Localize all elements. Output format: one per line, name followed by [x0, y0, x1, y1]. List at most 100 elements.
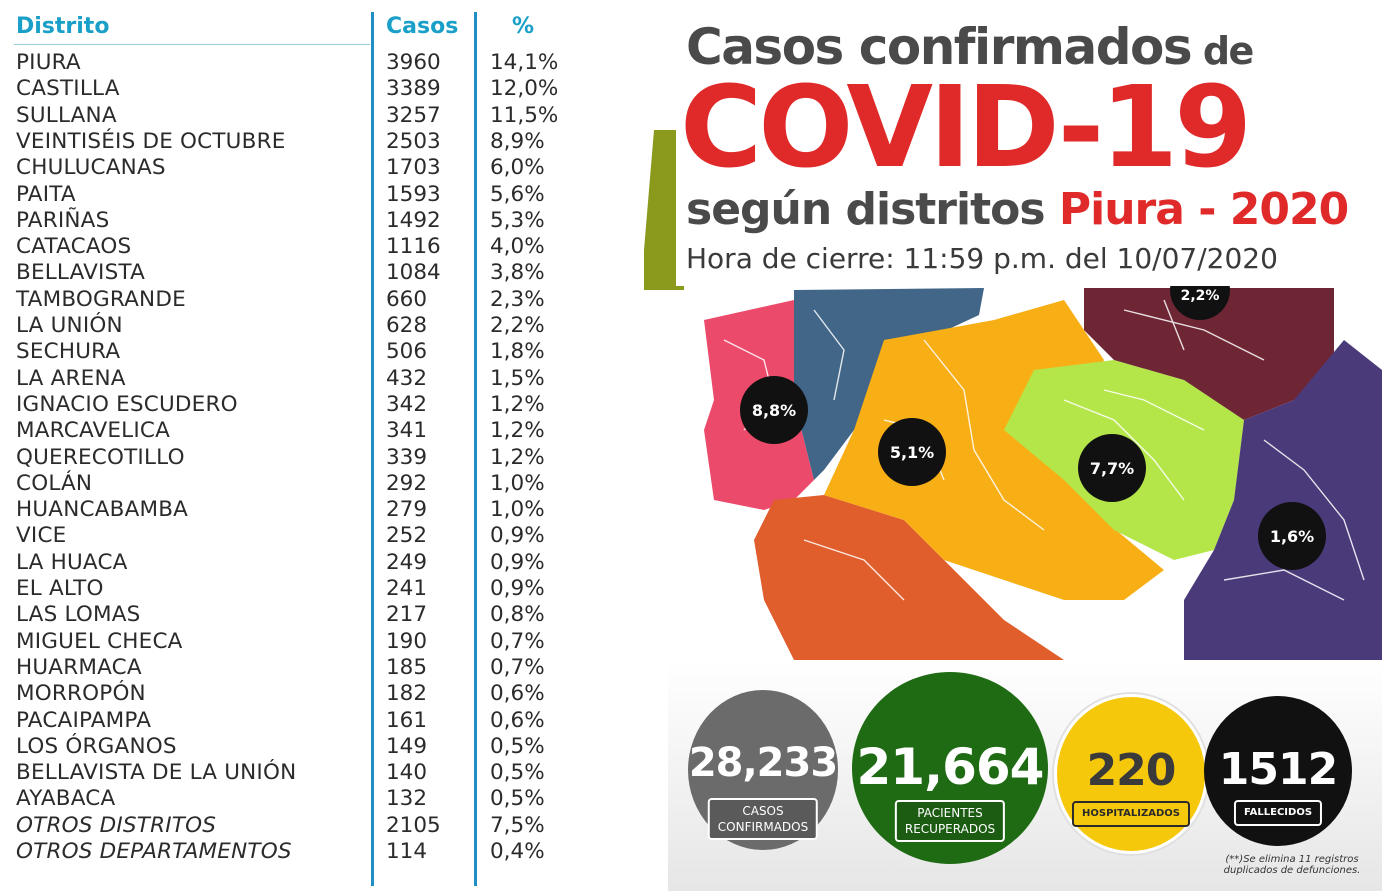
- title-box: Casos confirmados de COVID-19 según dist…: [676, 12, 1382, 286]
- case-count: 3257: [386, 102, 441, 128]
- district-name: LOS ÓRGANOS: [16, 733, 177, 759]
- table-row: LOS ÓRGANOS 149 0,5%: [0, 734, 600, 760]
- case-percent: 1,5%: [490, 365, 545, 391]
- case-percent: 0,7%: [490, 654, 545, 680]
- district-name: MORROPÓN: [16, 681, 146, 707]
- piura-map: 8,8% 5,1% 7,7% 1,6% 2,2%: [644, 130, 1382, 660]
- table-row: PARIÑAS 1492 5,3%: [0, 208, 600, 234]
- case-percent: 0,5%: [490, 760, 545, 786]
- stat-value: 28,233: [688, 740, 838, 786]
- table-row: SECHURA 506 1,8%: [0, 339, 600, 365]
- table-row: MORROPÓN 182 0,6%: [0, 681, 600, 707]
- stat-label: PACIENTES RECUPERADOS: [894, 800, 1006, 842]
- table-row: LAS LOMAS 217 0,8%: [0, 602, 600, 628]
- case-count: 1492: [386, 207, 441, 233]
- district-name: PIURA: [16, 50, 81, 75]
- case-count: 660: [386, 286, 428, 312]
- header-percent: %: [512, 14, 535, 39]
- table-row: SULLANA 3257 11,5%: [0, 103, 600, 129]
- map-marker: 8,8%: [740, 376, 808, 444]
- case-percent: 0,5%: [490, 786, 545, 812]
- district-name: VEINTISÉIS DE OCTUBRE: [16, 128, 286, 154]
- table-row: CHULUCANAS 1703 6,0%: [0, 155, 600, 181]
- district-name: EL ALTO: [16, 576, 104, 601]
- table-row: HUARMACA 185 0,7%: [0, 655, 600, 681]
- table-row: LA HUACA 249 0,9%: [0, 550, 600, 576]
- district-name: LAS LOMAS: [16, 602, 141, 628]
- district-name: BELLAVISTA: [16, 260, 145, 286]
- table-row: OTROS DISTRITOS 2105 7,5%: [0, 813, 600, 839]
- case-percent: 1,8%: [490, 339, 545, 365]
- case-percent: 7,5%: [490, 812, 545, 838]
- district-name: LA ARENA: [16, 365, 126, 391]
- district-name: HUARMACA: [16, 654, 142, 680]
- district-name: PARIÑAS: [16, 207, 110, 233]
- table-row: COLÁN 292 1,0%: [0, 471, 600, 497]
- case-count: 339: [386, 444, 428, 470]
- stat-value: 21,664: [856, 738, 1045, 796]
- case-percent: 1,0%: [490, 497, 545, 523]
- case-percent: 3,8%: [490, 260, 545, 286]
- case-count: 3389: [386, 76, 441, 102]
- case-count: 252: [386, 523, 428, 549]
- map-label: 8,8%: [752, 401, 796, 420]
- district-name: QUERECOTILLO: [16, 444, 185, 470]
- case-count: 149: [386, 733, 428, 759]
- case-percent: 0,7%: [490, 628, 545, 654]
- map-region-purple: [1184, 340, 1382, 660]
- district-name: CATACAOS: [16, 234, 132, 260]
- case-count: 182: [386, 681, 428, 707]
- case-percent: 0,5%: [490, 733, 545, 759]
- map-region-olive: [644, 130, 684, 290]
- district-name: PAITA: [16, 181, 76, 207]
- table-row: LA ARENA 432 1,5%: [0, 366, 600, 392]
- case-count: 140: [386, 760, 428, 786]
- district-name: TAMBOGRANDE: [16, 286, 186, 312]
- table-row: AYABACA 132 0,5%: [0, 786, 600, 812]
- case-count: 217: [386, 602, 428, 628]
- case-percent: 0,6%: [490, 707, 545, 733]
- case-percent: 5,6%: [490, 181, 545, 207]
- case-count: 2105: [386, 812, 441, 838]
- case-percent: 1,0%: [490, 470, 545, 496]
- district-name: MIGUEL CHECA: [16, 628, 183, 654]
- case-percent: 1,2%: [490, 444, 545, 470]
- table-row: MARCAVELICA 341 1,2%: [0, 418, 600, 444]
- header-district: Distrito: [16, 14, 110, 39]
- district-name: MARCAVELICA: [16, 418, 171, 444]
- table-row: MIGUEL CHECA 190 0,7%: [0, 629, 600, 655]
- table-row: LA UNIÓN 628 2,2%: [0, 313, 600, 339]
- district-name: OTROS DEPARTAMENTOS: [16, 839, 292, 864]
- case-count: 161: [386, 707, 428, 733]
- case-count: 190: [386, 628, 428, 654]
- case-percent: 12,0%: [490, 76, 559, 102]
- case-count: 1084: [386, 260, 441, 286]
- stat-value: 220: [1086, 745, 1177, 796]
- case-count: 185: [386, 654, 428, 680]
- title-covid: COVID-19: [680, 63, 1252, 193]
- district-name: LA UNIÓN: [16, 313, 123, 338]
- case-count: 279: [386, 497, 428, 523]
- footnote: (**)Se elimina 11 registros duplicados de…: [1223, 854, 1361, 876]
- table-row: TAMBOGRANDE 660 2,3%: [0, 287, 600, 313]
- case-percent: 6,0%: [490, 155, 545, 181]
- map-label: 2,2%: [1181, 288, 1220, 304]
- case-percent: 0,4%: [490, 839, 545, 864]
- map-marker: 7,7%: [1078, 434, 1146, 502]
- district-table: Distrito Casos % PIURA 3960 14,1% CASTILLA 3…: [0, 0, 600, 891]
- stat-hospitalized: 220 HOSPITALIZADOS: [1054, 694, 1208, 854]
- district-name: PACAIPAMPA: [16, 707, 152, 733]
- district-name: OTROS DISTRITOS: [16, 812, 217, 838]
- table-row: PAITA 1593 5,6%: [0, 182, 600, 208]
- district-name: VICE: [16, 523, 67, 549]
- map-label: 1,6%: [1270, 527, 1314, 546]
- table-row: VEINTISÉIS DE OCTUBRE 2503 8,9%: [0, 129, 600, 155]
- title-line-1: Casos confirmados de: [686, 18, 1254, 76]
- map-label: 7,7%: [1090, 459, 1134, 478]
- stats-panel: 28,233 CASOS CONFIRMADOS 21,664 PACIENTES…: [668, 660, 1382, 891]
- district-name: LA HUACA: [16, 549, 128, 575]
- stat-label: CASOS CONFIRMADOS: [707, 798, 819, 840]
- stat-label: HOSPITALIZADOS: [1072, 801, 1190, 827]
- district-name: SULLANA: [16, 102, 117, 128]
- table-row: HUANCABAMBA 279 1,0%: [0, 497, 600, 523]
